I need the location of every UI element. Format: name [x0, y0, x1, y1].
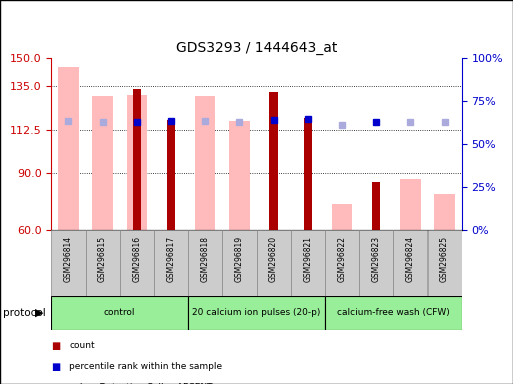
- Text: GSM296821: GSM296821: [303, 236, 312, 281]
- Bar: [359, 230, 393, 296]
- Text: 20 calcium ion pulses (20-p): 20 calcium ion pulses (20-p): [192, 308, 321, 318]
- Bar: [332, 204, 352, 230]
- Text: ▶: ▶: [35, 308, 44, 318]
- Bar: [427, 230, 462, 296]
- Bar: [132, 89, 141, 230]
- Text: GSM296820: GSM296820: [269, 236, 278, 282]
- Bar: [435, 194, 455, 230]
- Text: GSM296815: GSM296815: [98, 236, 107, 282]
- Title: GDS3293 / 1444643_at: GDS3293 / 1444643_at: [176, 41, 337, 55]
- Bar: [188, 230, 222, 296]
- Text: GSM296824: GSM296824: [406, 236, 415, 282]
- Bar: [304, 118, 312, 230]
- Text: GSM296822: GSM296822: [338, 236, 346, 281]
- Bar: [154, 230, 188, 296]
- Bar: [256, 230, 291, 296]
- Bar: [127, 95, 147, 230]
- Bar: [400, 179, 421, 230]
- Bar: [291, 230, 325, 296]
- Bar: [51, 230, 86, 296]
- Bar: [58, 67, 78, 230]
- Text: ■: ■: [51, 383, 61, 384]
- Text: ■: ■: [51, 341, 61, 351]
- Bar: [372, 182, 381, 230]
- Bar: [269, 92, 278, 230]
- Text: protocol: protocol: [3, 308, 45, 318]
- Bar: [120, 230, 154, 296]
- Text: GSM296816: GSM296816: [132, 236, 141, 282]
- Bar: [325, 296, 462, 330]
- Text: GSM296814: GSM296814: [64, 236, 73, 282]
- Text: calcium-free wash (CFW): calcium-free wash (CFW): [337, 308, 450, 318]
- Bar: [325, 230, 359, 296]
- Text: GSM296825: GSM296825: [440, 236, 449, 282]
- Bar: [86, 230, 120, 296]
- Bar: [92, 96, 113, 230]
- Text: control: control: [104, 308, 135, 318]
- Text: GSM296823: GSM296823: [372, 236, 381, 282]
- Text: GSM296817: GSM296817: [167, 236, 175, 282]
- Bar: [229, 121, 250, 230]
- Text: ■: ■: [51, 362, 61, 372]
- Text: value, Detection Call = ABSENT: value, Detection Call = ABSENT: [69, 383, 213, 384]
- Bar: [393, 230, 427, 296]
- Text: percentile rank within the sample: percentile rank within the sample: [69, 362, 222, 371]
- Text: GSM296818: GSM296818: [201, 236, 210, 281]
- Bar: [51, 296, 188, 330]
- Bar: [188, 296, 325, 330]
- Text: GSM296819: GSM296819: [235, 236, 244, 282]
- Bar: [195, 96, 215, 230]
- Text: count: count: [69, 341, 95, 350]
- Bar: [167, 120, 175, 230]
- Bar: [222, 230, 256, 296]
